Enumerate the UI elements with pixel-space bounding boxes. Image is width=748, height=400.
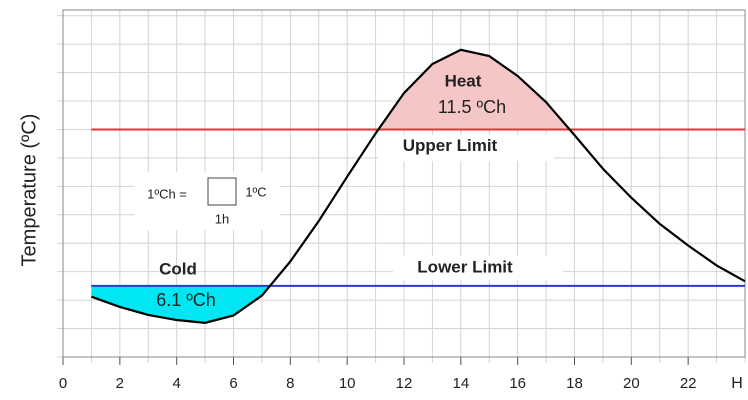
x-tick-label: 22 bbox=[680, 375, 697, 392]
limit-label: Lower Limit bbox=[417, 257, 513, 276]
unit-legend-text: 1ºC bbox=[245, 184, 266, 199]
area-value-label: 6.1 ºCh bbox=[156, 290, 216, 310]
x-tick-label: 4 bbox=[172, 375, 180, 392]
area-value-label: 11.5 ºCh bbox=[438, 97, 506, 117]
limit-label: Upper Limit bbox=[403, 136, 498, 155]
x-tick-label: 2 bbox=[116, 375, 124, 392]
x-tick-label: 12 bbox=[396, 375, 413, 392]
x-tick-label: 8 bbox=[286, 375, 294, 392]
y-axis-label: Temperature (ºC) bbox=[18, 114, 40, 267]
shaded-area bbox=[378, 49, 570, 130]
x-tick-label: 20 bbox=[623, 375, 640, 392]
temperature-line bbox=[91, 48, 746, 324]
plot-frame bbox=[62, 9, 746, 358]
x-tick-label: 6 bbox=[229, 375, 237, 392]
label-background bbox=[378, 135, 554, 161]
x-tick-label: 18 bbox=[566, 375, 583, 392]
label-background bbox=[393, 256, 563, 280]
area-label: Heat bbox=[445, 71, 482, 90]
unit-legend-text: 1ºCh = bbox=[147, 186, 187, 201]
shaded-area bbox=[91, 285, 270, 323]
x-tick-label: 0 bbox=[59, 375, 67, 392]
x-axis-label: H bbox=[731, 375, 743, 392]
x-tick-label: 10 bbox=[339, 375, 356, 392]
unit-square bbox=[207, 177, 237, 206]
area-label: Cold bbox=[159, 259, 197, 278]
unit-legend-text: 1h bbox=[215, 211, 229, 226]
x-tick-label: 16 bbox=[509, 375, 526, 392]
x-tick-label: 14 bbox=[452, 375, 469, 392]
